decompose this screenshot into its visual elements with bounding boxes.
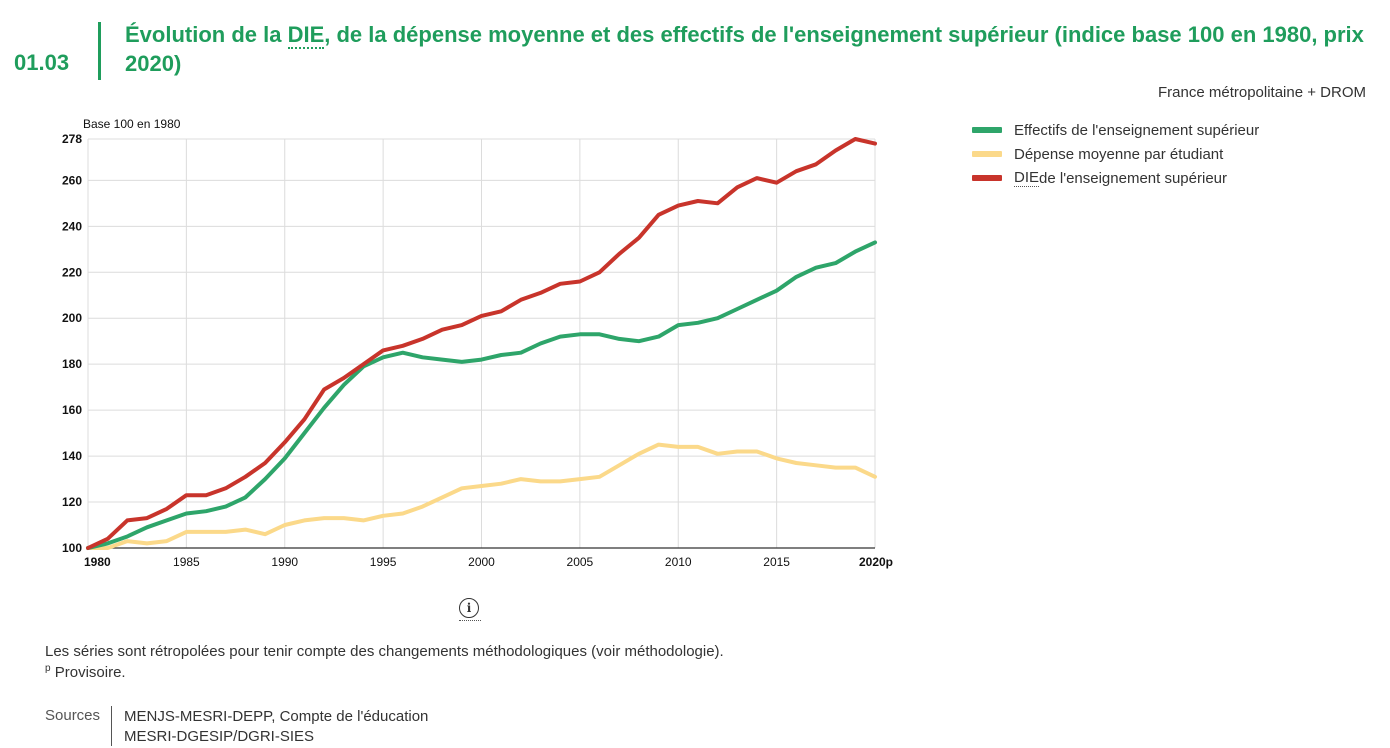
x-tick-label: 2005	[567, 555, 594, 569]
y-tick-label: 120	[62, 495, 82, 509]
y-tick-label: 240	[62, 219, 82, 233]
y-tick-label: 100	[62, 541, 82, 555]
source-line-1: MENJS-MESRI-DEPP, Compte de l'éducation	[124, 708, 429, 725]
chart-series	[86, 137, 877, 550]
sources-label: Sources	[45, 707, 101, 724]
legend-abbr-die[interactable]: DIE	[1014, 169, 1040, 187]
provisional-marker: p	[45, 663, 51, 674]
x-axis: 1980 1985 1990 1995 2000 2005 2010 2015 2020p	[84, 547, 893, 569]
x-tick-label: 2000	[468, 555, 495, 569]
x-tick-label: 1985	[173, 555, 200, 569]
x-tick-label: 1980	[84, 555, 111, 569]
chart-header: 01.03 Évolution de la DIE, de la dépense…	[0, 0, 1390, 90]
legend-swatch-depense	[972, 151, 1002, 157]
series-line-effectifs	[86, 240, 877, 550]
x-tick-label: 2015	[763, 555, 790, 569]
title-abbr-die[interactable]: DIE	[287, 22, 325, 49]
legend-swatch-effectifs	[972, 127, 1002, 133]
info-icon-underline	[459, 620, 481, 621]
legend-label-depense: Dépense moyenne par étudiant	[1014, 145, 1224, 163]
y-tick-label: 180	[62, 357, 82, 371]
geographic-scope: France métropolitaine + DROM	[1158, 84, 1366, 101]
title-prefix: Évolution de la	[125, 22, 288, 47]
series-line-depense	[86, 442, 877, 550]
legend-item-depense[interactable]: Dépense moyenne par étudiant	[972, 142, 1259, 166]
info-icon[interactable]: i	[459, 598, 479, 618]
sources-divider	[111, 706, 112, 746]
legend-label-die: de l'enseignement supérieur	[1039, 169, 1227, 187]
sources-list: MENJS-MESRI-DEPP, Compte de l'éducation …	[124, 707, 428, 747]
y-tick-label: 260	[62, 173, 82, 187]
title-suffix: , de la dépense moyenne et des effectifs…	[125, 22, 1364, 76]
y-axis: 100 120 140 160 180 200 220 240 260 278	[62, 132, 82, 555]
y-tick-label: 160	[62, 403, 82, 417]
y-tick-label: 200	[62, 311, 82, 325]
y-tick-label: 220	[62, 265, 82, 279]
figure-number: 01.03	[14, 50, 70, 75]
chart-legend: Effectifs de l'enseignement supérieur Dé…	[972, 118, 1259, 190]
x-tick-label: 1990	[271, 555, 298, 569]
legend-item-die[interactable]: DIE de l'enseignement supérieur	[972, 166, 1259, 190]
y-tick-label: 140	[62, 449, 82, 463]
title-divider	[98, 22, 101, 80]
methodology-note: Les séries sont rétropolées pour tenir c…	[45, 643, 724, 660]
legend-item-effectifs[interactable]: Effectifs de l'enseignement supérieur	[972, 118, 1259, 142]
chart-title: Évolution de la DIE, de la dépense moyen…	[125, 20, 1375, 78]
y-axis-label: Base 100 en 1980	[83, 117, 181, 131]
provisional-text: Provisoire.	[50, 664, 126, 681]
x-tick-label: 1995	[370, 555, 397, 569]
series-line-die	[86, 137, 877, 550]
legend-label-effectifs: Effectifs de l'enseignement supérieur	[1014, 121, 1260, 139]
provisional-note: p Provisoire.	[45, 663, 126, 681]
source-line-2: MESRI-DGESIP/DGRI-SIES	[124, 728, 315, 745]
legend-swatch-die	[972, 175, 1002, 181]
x-tick-label: 2010	[665, 555, 692, 569]
x-tick-label: 2020p	[859, 555, 893, 569]
y-tick-label: 278	[62, 132, 82, 146]
